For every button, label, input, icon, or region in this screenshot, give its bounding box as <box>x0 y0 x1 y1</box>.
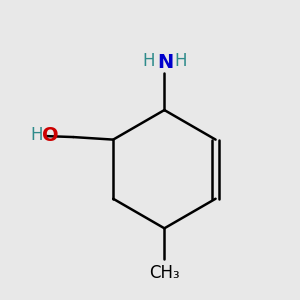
Text: O: O <box>42 126 58 145</box>
Text: H: H <box>143 52 155 70</box>
Text: H: H <box>175 52 187 70</box>
Text: N: N <box>157 53 173 72</box>
Text: H: H <box>31 126 44 144</box>
Text: CH₃: CH₃ <box>149 264 180 282</box>
